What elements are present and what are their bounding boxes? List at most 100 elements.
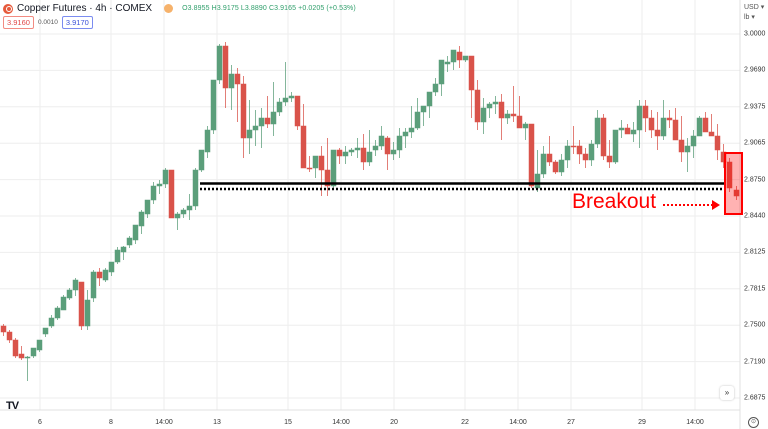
sell-button[interactable]: 3.9160 xyxy=(3,16,34,29)
price-tick-label: 2.8440 xyxy=(744,212,766,220)
candle-body xyxy=(102,269,109,281)
settings-icon[interactable]: ⊙ xyxy=(748,417,759,428)
chart-legend: Copper Futures · 4h · COMEX O3.8955 H3.9… xyxy=(3,3,356,14)
candle-body xyxy=(330,149,337,187)
time-tick-label: 8 xyxy=(109,419,113,426)
time-tick-label: 14:00 xyxy=(332,419,350,426)
candle-body xyxy=(342,151,349,157)
candle-body xyxy=(186,205,193,211)
candle-body xyxy=(684,145,691,153)
candle-body xyxy=(354,147,361,151)
candle-body xyxy=(42,327,49,335)
candle-body xyxy=(138,211,145,227)
candle-body xyxy=(234,73,241,85)
candle-body xyxy=(450,49,457,63)
candle-body xyxy=(0,325,7,333)
candle-body xyxy=(96,271,103,279)
price-tick-label: 2.8750 xyxy=(744,176,766,184)
candle-body xyxy=(564,145,571,161)
candle-body xyxy=(198,149,205,171)
candle-body xyxy=(264,117,271,125)
price-tick-label: 2.9065 xyxy=(744,139,766,147)
candle-body xyxy=(54,307,61,319)
candle-body xyxy=(420,105,427,113)
currency-selector[interactable]: USD ▾ xyxy=(744,4,765,11)
candle-body xyxy=(516,115,523,129)
candle-body xyxy=(126,237,133,246)
candle-body xyxy=(306,167,313,170)
candle-body xyxy=(666,117,673,121)
scroll-to-realtime-button[interactable]: » xyxy=(720,386,734,400)
candle-body xyxy=(540,153,547,175)
market-status-icon[interactable] xyxy=(164,4,174,13)
candle-body xyxy=(312,155,319,169)
candle-body xyxy=(132,224,139,241)
candle-body xyxy=(252,125,259,131)
candle-body xyxy=(378,135,385,147)
candle-body xyxy=(726,161,733,189)
price-tick-label: 2.9375 xyxy=(744,103,766,111)
candle-body xyxy=(192,169,199,207)
candle-body xyxy=(258,117,265,127)
candle-body xyxy=(630,129,637,135)
candle-body xyxy=(456,51,463,61)
candle-body xyxy=(708,131,715,137)
candle-body xyxy=(78,281,85,327)
candle-body xyxy=(414,111,421,129)
unit-selector[interactable]: lb ▾ xyxy=(744,14,755,21)
candle-body xyxy=(444,61,451,65)
candle-body xyxy=(486,103,493,109)
candle-body xyxy=(714,135,721,151)
candle-body xyxy=(642,105,649,119)
price-tick-label: 2.8125 xyxy=(744,248,766,256)
candle-body xyxy=(204,129,211,153)
candle-body xyxy=(492,101,499,105)
spread-value: 0.0010 xyxy=(37,19,58,26)
candle-body xyxy=(648,117,655,131)
candle-body xyxy=(594,117,601,145)
price-tick-label: 2.9690 xyxy=(744,66,766,74)
candle-body xyxy=(510,113,517,117)
candle-body xyxy=(174,213,181,219)
candle-body xyxy=(360,147,367,163)
candle-body xyxy=(733,189,740,197)
tradingview-logo[interactable]: TV xyxy=(6,400,19,412)
candle-body xyxy=(546,153,553,163)
time-tick-label: 13 xyxy=(213,419,221,426)
breakout-arrow-head xyxy=(712,200,720,210)
candle-body xyxy=(504,113,511,119)
candle-body xyxy=(702,117,709,133)
candle-body xyxy=(18,353,25,359)
candle-body xyxy=(12,339,19,357)
candle-body xyxy=(600,117,607,157)
time-tick-label: 14:00 xyxy=(686,419,704,426)
candle-body xyxy=(168,169,175,219)
candle-body xyxy=(222,45,229,89)
candle-body xyxy=(462,55,469,61)
candle-body xyxy=(270,111,277,125)
candle-body xyxy=(534,173,541,189)
candle-body xyxy=(552,161,559,173)
candle-body xyxy=(144,199,151,215)
ohlc-values: O3.8955 H3.9175 L3.8890 C3.9165 +0.0205 … xyxy=(182,5,356,12)
candle-body xyxy=(474,89,481,123)
candle-body xyxy=(432,83,439,93)
candle-body xyxy=(558,159,565,173)
buy-button[interactable]: 3.9170 xyxy=(61,16,93,29)
candle-body xyxy=(384,137,391,155)
candle-body xyxy=(228,73,235,89)
candle-body xyxy=(402,131,409,137)
candle-body xyxy=(90,271,97,299)
candle-body xyxy=(480,107,487,123)
candle-body xyxy=(678,139,685,153)
candle-body xyxy=(72,279,79,291)
symbol-title[interactable]: Copper Futures · 4h · COMEX xyxy=(17,3,153,14)
candle-body xyxy=(84,299,91,327)
price-tick-label: 3.0000 xyxy=(744,30,766,38)
candle-body xyxy=(408,127,415,133)
candle-body xyxy=(282,97,289,103)
candle-body xyxy=(468,55,475,91)
breakout-highlight-box xyxy=(724,152,743,215)
candle-body xyxy=(588,143,595,161)
